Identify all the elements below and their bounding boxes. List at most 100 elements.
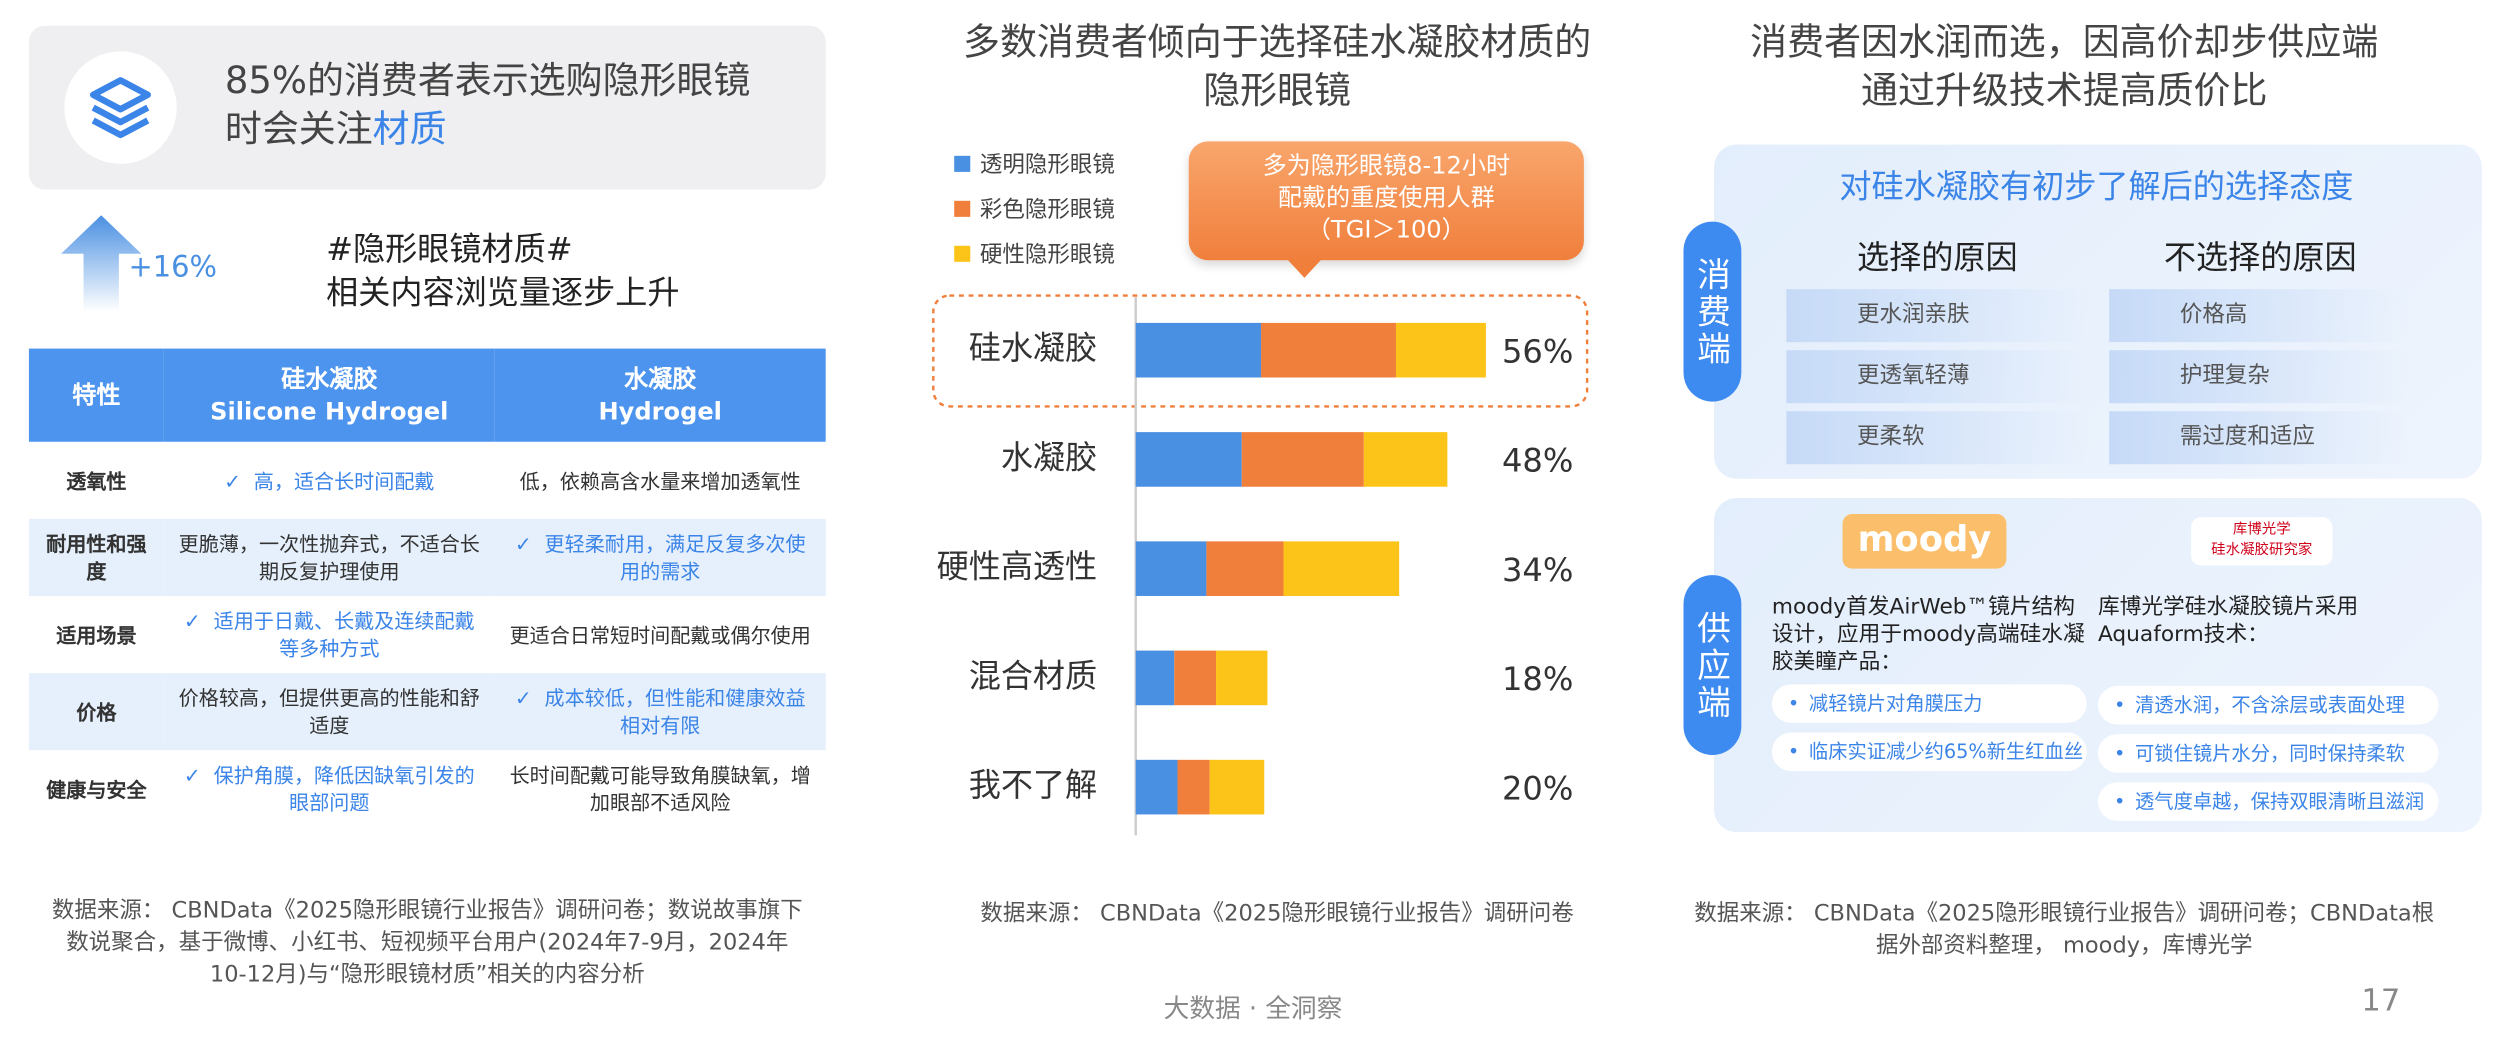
header-text: 特性 — [72, 380, 121, 410]
brand-point: 清透水润，不含涂层或表面处理 — [2097, 685, 2439, 725]
bar-segment — [1206, 541, 1284, 596]
reason-list: 价格高护理复杂需过度和适应 — [2109, 289, 2412, 472]
legend-swatch — [954, 245, 971, 262]
legend-label: 硬性隐形眼镜 — [979, 242, 1115, 269]
reason-item: 价格高 — [2109, 289, 2412, 343]
header-cell: 硅水凝胶 Silicone Hydrogel — [163, 348, 495, 442]
row-label: 耐用性和强度 — [28, 518, 164, 596]
bar-segment — [1283, 541, 1400, 596]
header-text: 硅水凝胶 — [281, 364, 378, 394]
total-label: 34% — [1502, 551, 1573, 589]
bar-segment — [1135, 541, 1207, 596]
table-cell: 更适合日常短时间配戴或偶尔使用 — [509, 622, 811, 647]
brand-point: 透气度卓越，保持双眼清晰且滋润 — [2097, 782, 2439, 821]
legend: 透明隐形眼镜彩色隐形眼镜硬性隐形眼镜 — [954, 141, 1115, 276]
bar-segment — [1261, 322, 1396, 378]
right-title-line: 消费者因水润而选，因高价却步供应端 — [1750, 22, 2379, 65]
callout: 多为隐形眼镜8-12小时 配戴的重度使用人群 （TGI＞100） — [1188, 141, 1584, 261]
page-number: 17 — [2361, 983, 2401, 1019]
bar-segment — [1135, 759, 1178, 815]
topic: #隐形眼镜材质# 相关内容浏览量逐步上升 — [326, 228, 679, 315]
brand-logo-text: 库博光学 — [2232, 522, 2291, 539]
table-cell: 长时间配戴可能导致角膜缺氧，增加眼部不适风险 — [509, 763, 811, 815]
headline-text: 时会关注 — [224, 109, 373, 152]
row-label: 适用场景 — [56, 622, 137, 647]
icon — [64, 51, 177, 164]
supply-label: 供应端 — [1683, 575, 1742, 756]
table-cell: 高，适合长时间配戴 — [164, 442, 495, 519]
header-text: 水凝胶 — [624, 364, 697, 394]
row-label: 价格 — [28, 673, 164, 751]
legend-label: 透明隐形眼镜 — [979, 152, 1115, 179]
topic-line: 相关内容浏览量逐步上升 — [326, 273, 680, 312]
legend-item: 彩色隐形眼镜 — [954, 186, 1115, 231]
header-row: 特性 硅水凝胶 Silicone Hydrogel 水凝胶 Hydrogel — [28, 348, 826, 442]
table-cell: 更轻柔耐用，满足反复多次使用的需求 — [494, 518, 826, 596]
table-row: 耐用性和强度更脆薄，一次性抛弃式，不适合长期反复护理使用更轻柔耐用，满足反复多次… — [28, 518, 826, 596]
bar-segment — [1216, 650, 1268, 706]
brand-points: 减轻镜片对角膜压力临床实证减少约65%新生红血丝 — [1771, 684, 2087, 780]
bar-segment — [1135, 650, 1175, 706]
highlight-frame — [932, 294, 1589, 408]
headline-line: 时会关注材质 — [225, 106, 750, 154]
table-cell: 成本较低，但性能和健康效益相对有限 — [494, 673, 826, 751]
bar-segment — [1174, 650, 1217, 706]
table-cell: 低，依赖高含水量来增加透氧性 — [519, 468, 801, 493]
chart-source: 数据来源： CBNData《2025隐形眼镜行业报告》调研问卷 — [980, 901, 1574, 927]
brand-points: 清透水润，不含涂层或表面处理可锁住镜片水分，同时保持柔软透气度卓越，保持双眼清晰… — [2097, 685, 2439, 831]
legend-swatch — [954, 200, 971, 217]
reason-item: 需过度和适应 — [2109, 411, 2412, 465]
bar-segment — [1209, 759, 1265, 815]
table-cell: 适用于日戴、长戴及连续配戴等多种方式 — [164, 596, 495, 673]
brand-text: 库博光学硅水凝胶镜片采用Aquaform技术： — [2097, 594, 2359, 648]
reason-item: 护理复杂 — [2109, 350, 2412, 404]
headline: 85%的消费者表示选购隐形眼镜 时会关注材质 — [225, 58, 750, 154]
layers-icon — [89, 77, 152, 139]
brand-logo: moody — [1842, 514, 2007, 569]
bar-segment — [1395, 322, 1486, 378]
brand-logo-text: moody — [1857, 520, 1992, 561]
header-cell: 水凝胶 Hydrogel — [494, 348, 826, 442]
supply-card — [1714, 497, 2482, 833]
category-label: 硬性高透性 — [937, 548, 1098, 586]
bar-segment — [1135, 432, 1242, 487]
consumer-label: 消费端 — [1683, 221, 1742, 402]
growth-arrow — [61, 215, 142, 312]
total-label: 56% — [1502, 332, 1573, 370]
callout-line: 多为隐形眼镜8-12小时 — [1262, 151, 1511, 180]
bar-segment — [1241, 432, 1364, 487]
header-text: Hydrogel — [598, 396, 722, 426]
reason-list: 更水润亲肤更透氧轻薄更柔软 — [1786, 289, 2089, 472]
reason-item: 更水润亲肤 — [1786, 289, 2089, 343]
chart-title-line: 多数消费者倾向于选择硅水凝胶材质的 — [963, 22, 1592, 65]
reason-item: 更柔软 — [1786, 411, 2089, 465]
brand-logo: 库博光学硅水凝胶研究家 — [2191, 517, 2333, 566]
table-cell: 更脆薄，一次性抛弃式，不适合长期反复护理使用 — [163, 518, 495, 596]
table-cell: 价格较高，但提供更高的性能和舒适度 — [163, 673, 495, 751]
row-label: 健康与安全 — [46, 776, 147, 801]
footer-tagline: 大数据 · 全洞察 — [1163, 992, 1343, 1024]
headline-highlight: 材质 — [372, 109, 447, 152]
category-label: 水凝胶 — [1001, 438, 1097, 476]
reason-item: 更透氧轻薄 — [1786, 350, 2089, 404]
consumer-heading: 对硅水凝胶有初步了解后的选择态度 — [1839, 167, 2354, 206]
legend-item: 硬性隐形眼镜 — [954, 231, 1115, 276]
right-title-line: 通过升级技术提高质价比 — [1861, 70, 2268, 113]
column-title: 选择的原因 — [1856, 237, 2018, 277]
total-label: 18% — [1502, 660, 1573, 698]
growth-value: +16% — [128, 250, 218, 285]
headline-line: 85%的消费者表示选购隐形眼镜 — [225, 58, 750, 106]
brand-logo-text: 硅水凝胶研究家 — [2211, 542, 2313, 560]
callout-pointer — [1285, 257, 1324, 278]
bar-segment — [1135, 322, 1262, 378]
callout-line: 配戴的重度使用人群 — [1277, 183, 1495, 213]
table-cell: 保护角膜，降低因缺氧引发的眼部问题 — [164, 750, 495, 827]
bar-segment — [1177, 759, 1210, 815]
brand-point: 可锁住镜片水分，同时保持柔软 — [2097, 734, 2439, 773]
column-title: 不选择的原因 — [2163, 237, 2357, 277]
